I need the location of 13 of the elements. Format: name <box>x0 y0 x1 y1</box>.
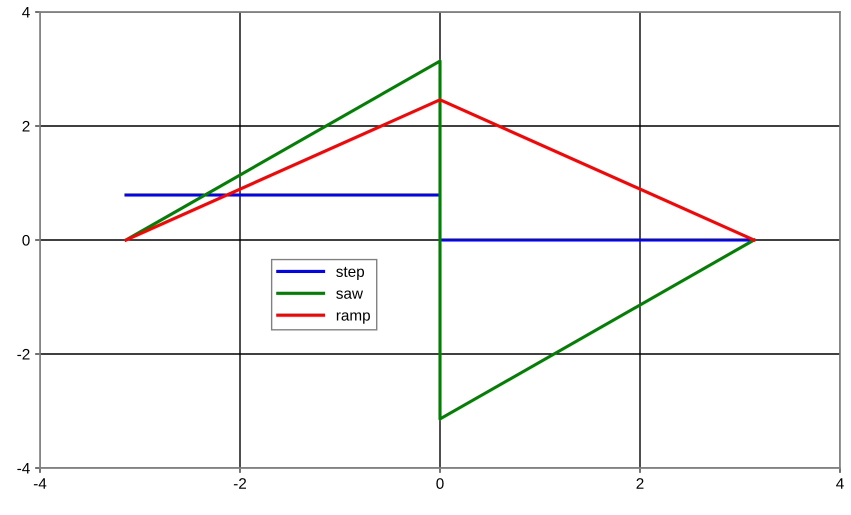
y-tick-label: -2 <box>17 348 30 360</box>
y-tick-label: -4 <box>17 463 30 474</box>
x-tick-label: -4 <box>34 478 46 489</box>
legend-label: ramp <box>336 312 370 324</box>
x-tick-label: -2 <box>234 478 246 489</box>
legend-label: saw <box>336 290 364 299</box>
x-tick-label: 2 <box>636 478 644 489</box>
y-tick-label: 2 <box>22 120 30 132</box>
x-tick-label: 4 <box>836 478 844 489</box>
legend-label: step <box>336 266 364 280</box>
y-tick-label: 0 <box>22 234 30 246</box>
y-tick-label: 4 <box>22 7 30 18</box>
x-tick-label: 0 <box>436 478 444 489</box>
